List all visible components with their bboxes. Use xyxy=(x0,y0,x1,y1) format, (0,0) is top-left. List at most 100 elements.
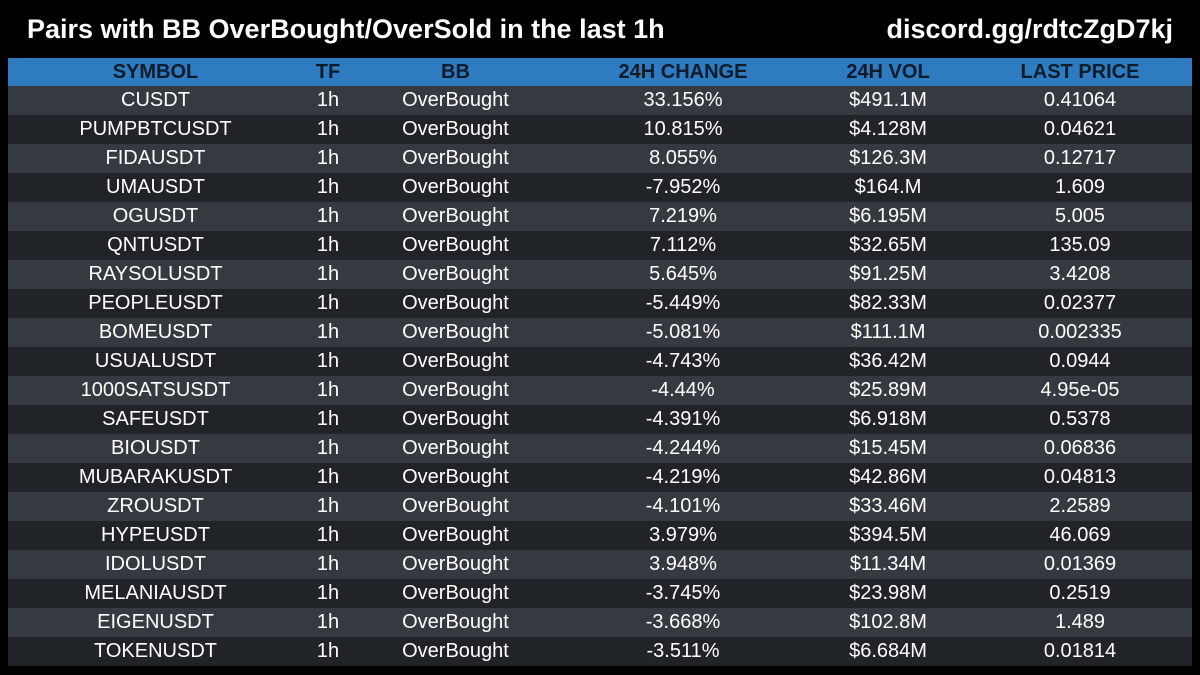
change-cell: -4.743% xyxy=(558,347,808,376)
change-cell: 7.219% xyxy=(558,202,808,231)
tf-cell: 1h xyxy=(303,637,353,666)
volume-cell: $164.M xyxy=(808,173,968,202)
bb-cell: OverBought xyxy=(353,521,558,550)
change-cell: 7.112% xyxy=(558,231,808,260)
change-cell: -4.244% xyxy=(558,434,808,463)
symbol-cell: QNTUSDT xyxy=(8,231,303,260)
symbol-cell: PEOPLEUSDT xyxy=(8,289,303,318)
volume-cell: $42.86M xyxy=(808,463,968,492)
bb-cell: OverBought xyxy=(353,434,558,463)
table-row: MUBARAKUSDT 1h OverBought -4.219% $42.86M 0.0… xyxy=(8,463,1192,492)
tf-cell: 1h xyxy=(303,173,353,202)
symbol-cell: HYPEUSDT xyxy=(8,521,303,550)
bb-cell: OverBought xyxy=(353,376,558,405)
volume-cell: $82.33M xyxy=(808,289,968,318)
change-cell: -5.449% xyxy=(558,289,808,318)
bb-cell: OverBought xyxy=(353,202,558,231)
tf-cell: 1h xyxy=(303,376,353,405)
symbol-cell: USUALUSDT xyxy=(8,347,303,376)
tf-cell: 1h xyxy=(303,115,353,144)
volume-cell: $23.98M xyxy=(808,579,968,608)
symbol-cell: BIOUSDT xyxy=(8,434,303,463)
volume-cell: $6.684M xyxy=(808,637,968,666)
price-cell: 0.2519 xyxy=(968,579,1192,608)
tf-cell: 1h xyxy=(303,347,353,376)
table-row: BOMEUSDT 1h OverBought -5.081% $111.1M 0.0023… xyxy=(8,318,1192,347)
change-cell: -3.511% xyxy=(558,637,808,666)
volume-cell: $11.34M xyxy=(808,550,968,579)
table-body: CUSDT 1h OverBought 33.156% $491.1M 0.41064 PU… xyxy=(8,86,1192,666)
price-cell: 0.01814 xyxy=(968,637,1192,666)
volume-cell: $6.195M xyxy=(808,202,968,231)
price-cell: 46.069 xyxy=(968,521,1192,550)
change-cell: 10.815% xyxy=(558,115,808,144)
table-row: SAFEUSDT 1h OverBought -4.391% $6.918M 0.5378 xyxy=(8,405,1192,434)
price-cell: 0.04813 xyxy=(968,463,1192,492)
tf-cell: 1h xyxy=(303,579,353,608)
price-cell: 0.06836 xyxy=(968,434,1192,463)
bb-cell: OverBought xyxy=(353,492,558,521)
table-row: MELANIAUSDT 1h OverBought -3.745% $23.98M 0.2… xyxy=(8,579,1192,608)
column-header-24h-vol: 24H VOL xyxy=(808,58,968,86)
change-cell: -5.081% xyxy=(558,318,808,347)
symbol-cell: IDOLUSDT xyxy=(8,550,303,579)
table-row: HYPEUSDT 1h OverBought 3.979% $394.5M 46.069 xyxy=(8,521,1192,550)
price-cell: 0.04621 xyxy=(968,115,1192,144)
volume-cell: $394.5M xyxy=(808,521,968,550)
bb-cell: OverBought xyxy=(353,289,558,318)
tf-cell: 1h xyxy=(303,318,353,347)
volume-cell: $102.8M xyxy=(808,608,968,637)
symbol-cell: SAFEUSDT xyxy=(8,405,303,434)
tf-cell: 1h xyxy=(303,260,353,289)
change-cell: -3.668% xyxy=(558,608,808,637)
symbol-cell: TOKENUSDT xyxy=(8,637,303,666)
bb-cell: OverBought xyxy=(353,86,558,115)
table-row: ZROUSDT 1h OverBought -4.101% $33.46M 2.2589 xyxy=(8,492,1192,521)
table-row: OGUSDT 1h OverBought 7.219% $6.195M 5.005 xyxy=(8,202,1192,231)
column-header-24h-change: 24H CHANGE xyxy=(558,58,808,86)
table-row: FIDAUSDT 1h OverBought 8.055% $126.3M 0.12717 xyxy=(8,144,1192,173)
volume-cell: $36.42M xyxy=(808,347,968,376)
price-cell: 1.489 xyxy=(968,608,1192,637)
change-cell: 3.948% xyxy=(558,550,808,579)
table-row: UMAUSDT 1h OverBought -7.952% $164.M 1.609 xyxy=(8,173,1192,202)
change-cell: -4.391% xyxy=(558,405,808,434)
bb-cell: OverBought xyxy=(353,260,558,289)
symbol-cell: PUMPBTCUSDT xyxy=(8,115,303,144)
tf-cell: 1h xyxy=(303,202,353,231)
tf-cell: 1h xyxy=(303,144,353,173)
column-header-symbol: SYMBOL xyxy=(8,58,303,86)
price-cell: 3.4208 xyxy=(968,260,1192,289)
symbol-cell: RAYSOLUSDT xyxy=(8,260,303,289)
tf-cell: 1h xyxy=(303,434,353,463)
volume-cell: $4.128M xyxy=(808,115,968,144)
volume-cell: $25.89M xyxy=(808,376,968,405)
tf-cell: 1h xyxy=(303,289,353,318)
tf-cell: 1h xyxy=(303,550,353,579)
change-cell: -4.101% xyxy=(558,492,808,521)
tf-cell: 1h xyxy=(303,463,353,492)
volume-cell: $126.3M xyxy=(808,144,968,173)
change-cell: -4.219% xyxy=(558,463,808,492)
price-cell: 1.609 xyxy=(968,173,1192,202)
change-cell: -3.745% xyxy=(558,579,808,608)
tf-cell: 1h xyxy=(303,86,353,115)
price-cell: 0.41064 xyxy=(968,86,1192,115)
change-cell: -7.952% xyxy=(558,173,808,202)
symbol-cell: BOMEUSDT xyxy=(8,318,303,347)
page-header: Pairs with BB OverBought/OverSold in the… xyxy=(0,0,1200,58)
table-row: PEOPLEUSDT 1h OverBought -5.449% $82.33M 0.02… xyxy=(8,289,1192,318)
bb-cell: OverBought xyxy=(353,608,558,637)
pairs-table: SYMBOL TF BB 24H CHANGE 24H VOL LAST PRI… xyxy=(8,58,1192,666)
symbol-cell: UMAUSDT xyxy=(8,173,303,202)
table-row: EIGENUSDT 1h OverBought -3.668% $102.8M 1.489 xyxy=(8,608,1192,637)
change-cell: -4.44% xyxy=(558,376,808,405)
bb-cell: OverBought xyxy=(353,318,558,347)
tf-cell: 1h xyxy=(303,231,353,260)
discord-link[interactable]: discord.gg/rdtcZgD7kj xyxy=(886,14,1173,44)
table-row: BIOUSDT 1h OverBought -4.244% $15.45M 0.06836 xyxy=(8,434,1192,463)
table-row: IDOLUSDT 1h OverBought 3.948% $11.34M 0.01369 xyxy=(8,550,1192,579)
change-cell: 3.979% xyxy=(558,521,808,550)
volume-cell: $6.918M xyxy=(808,405,968,434)
bb-cell: OverBought xyxy=(353,550,558,579)
